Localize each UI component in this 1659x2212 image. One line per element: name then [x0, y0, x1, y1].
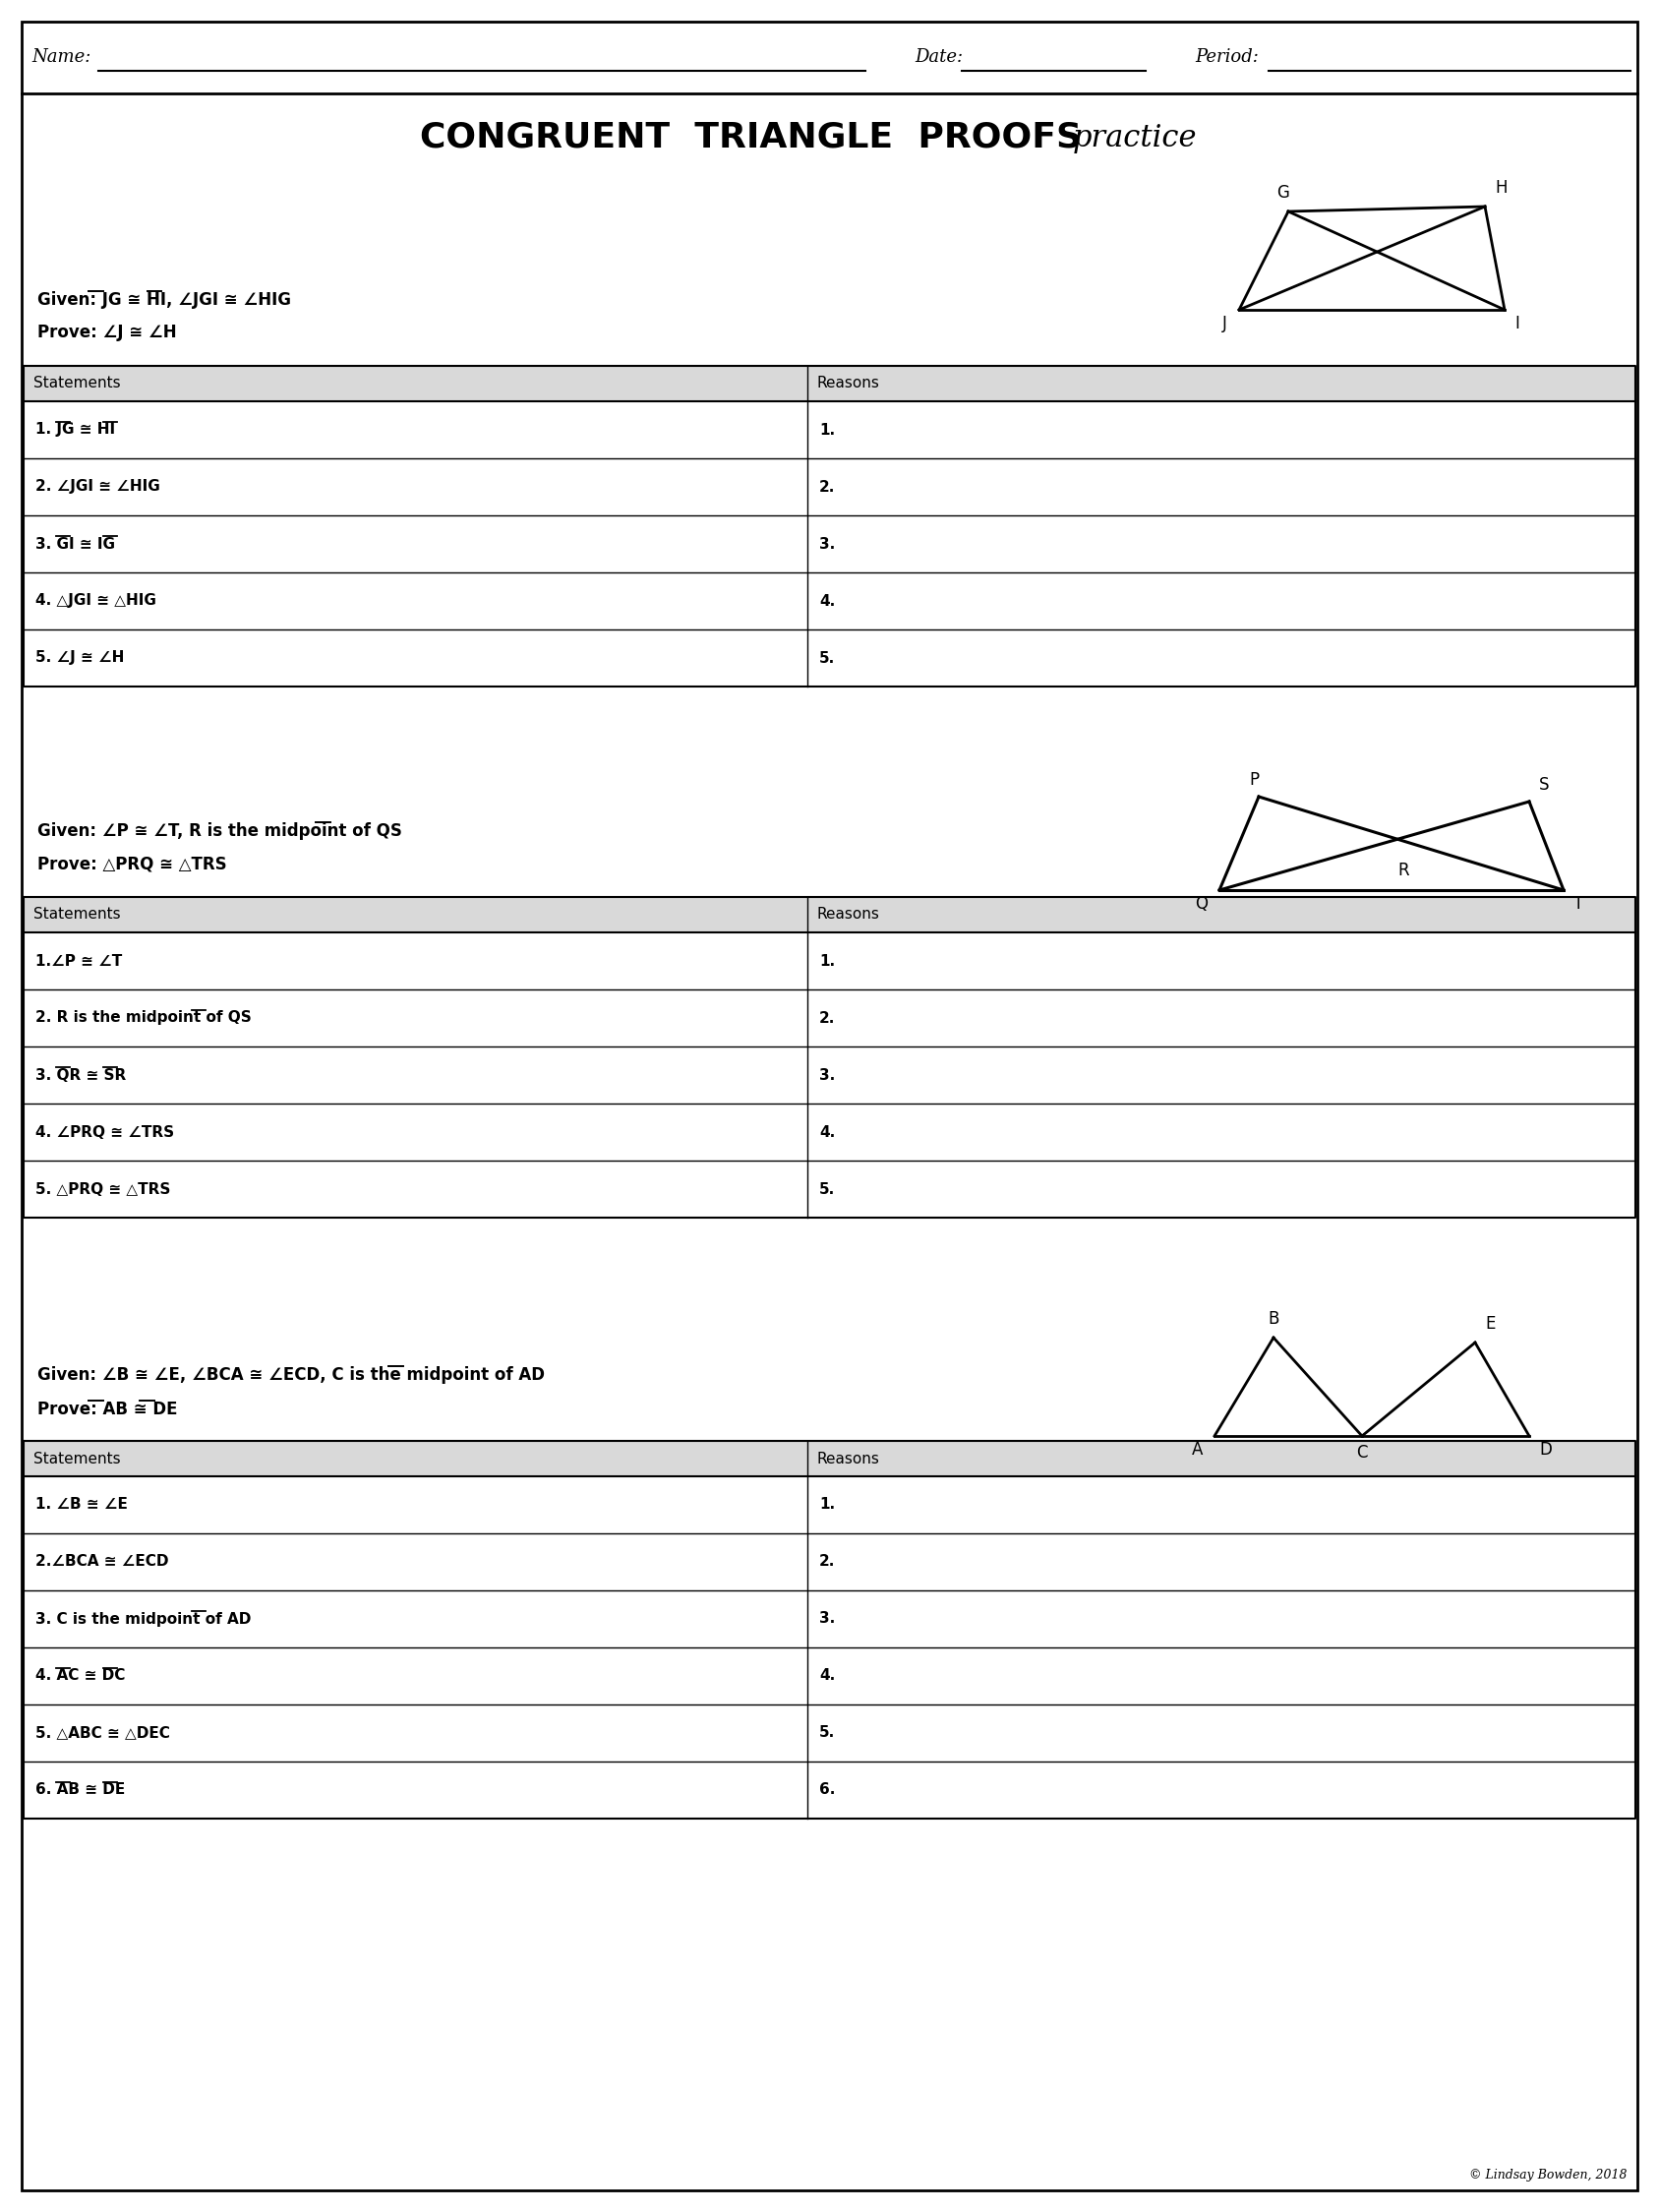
Text: 4.: 4.: [820, 1124, 834, 1139]
Text: 5.: 5.: [820, 1181, 834, 1197]
Text: 2. ∠JGI ≅ ∠HIG: 2. ∠JGI ≅ ∠HIG: [35, 480, 159, 493]
Text: B: B: [1267, 1310, 1279, 1327]
Text: Prove: AB ≅ DE: Prove: AB ≅ DE: [38, 1400, 178, 1418]
Text: 6.: 6.: [820, 1783, 834, 1798]
Text: 6. AB ≅ DE: 6. AB ≅ DE: [35, 1783, 124, 1798]
Text: 3. QR ≅ SR: 3. QR ≅ SR: [35, 1068, 126, 1082]
Text: practice: practice: [1072, 122, 1196, 153]
Text: Reasons: Reasons: [818, 1451, 879, 1467]
Text: P: P: [1249, 772, 1259, 790]
Text: 4.: 4.: [820, 593, 834, 608]
Text: 3. C is the midpoint of AD: 3. C is the midpoint of AD: [35, 1613, 251, 1626]
Text: J: J: [1223, 314, 1228, 332]
Text: 1.: 1.: [820, 422, 834, 438]
Text: Given: JG ≅ HI, ∠JGI ≅ ∠HIG: Given: JG ≅ HI, ∠JGI ≅ ∠HIG: [38, 292, 290, 310]
Bar: [23, 365, 1636, 400]
Text: 5. ∠J ≅ ∠H: 5. ∠J ≅ ∠H: [35, 650, 124, 666]
Text: G: G: [1277, 184, 1289, 201]
Text: T: T: [1573, 896, 1584, 914]
Text: 4. AC ≅ DC: 4. AC ≅ DC: [35, 1668, 126, 1683]
Bar: [23, 898, 1636, 933]
Text: Prove: △PRQ ≅ △TRS: Prove: △PRQ ≅ △TRS: [38, 854, 227, 872]
Text: Given: ∠P ≅ ∠T, R is the midpoint of QS: Given: ∠P ≅ ∠T, R is the midpoint of QS: [38, 823, 401, 841]
Text: Statements: Statements: [33, 907, 121, 922]
Text: Statements: Statements: [33, 376, 121, 392]
Text: I: I: [1515, 314, 1520, 332]
Text: 1.∠P ≅ ∠T: 1.∠P ≅ ∠T: [35, 953, 123, 969]
Text: Q: Q: [1194, 896, 1208, 914]
Text: 3.: 3.: [820, 1613, 834, 1626]
Text: 1. ∠B ≅ ∠E: 1. ∠B ≅ ∠E: [35, 1498, 128, 1513]
Text: 2. R is the midpoint of QS: 2. R is the midpoint of QS: [35, 1011, 252, 1026]
Text: R: R: [1397, 863, 1408, 880]
Text: 3.: 3.: [820, 1068, 834, 1082]
Text: 5.: 5.: [820, 650, 834, 666]
Text: E: E: [1485, 1314, 1495, 1332]
Text: 4. ∠PRQ ≅ ∠TRS: 4. ∠PRQ ≅ ∠TRS: [35, 1124, 174, 1139]
Text: 1.: 1.: [820, 1498, 834, 1513]
Text: Date:: Date:: [914, 49, 962, 66]
Text: Period:: Period:: [1194, 49, 1259, 66]
Text: 1. JG ≅ HI: 1. JG ≅ HI: [35, 422, 114, 438]
Text: 3.: 3.: [820, 538, 834, 551]
Text: D: D: [1540, 1440, 1551, 1458]
Text: 5.: 5.: [820, 1725, 834, 1741]
Text: Prove: ∠J ≅ ∠H: Prove: ∠J ≅ ∠H: [38, 323, 176, 341]
Text: 1.: 1.: [820, 953, 834, 969]
Text: Statements: Statements: [33, 1451, 121, 1467]
Text: A: A: [1191, 1440, 1203, 1458]
Text: 4. △JGI ≅ △HIG: 4. △JGI ≅ △HIG: [35, 593, 156, 608]
Text: © Lindsay Bowden, 2018: © Lindsay Bowden, 2018: [1470, 2170, 1627, 2181]
Text: Name:: Name:: [32, 49, 91, 66]
Text: CONGRUENT  TRIANGLE  PROOFS: CONGRUENT TRIANGLE PROOFS: [420, 122, 1082, 155]
Text: 3. GI ≅ IG: 3. GI ≅ IG: [35, 538, 114, 551]
Text: Reasons: Reasons: [818, 376, 879, 392]
Text: 5. △ABC ≅ △DEC: 5. △ABC ≅ △DEC: [35, 1725, 169, 1741]
Text: 2.: 2.: [820, 1011, 834, 1026]
Text: H: H: [1495, 179, 1506, 197]
Text: 2.: 2.: [820, 1555, 834, 1568]
Text: C: C: [1357, 1444, 1367, 1462]
Bar: [23, 1440, 1636, 1475]
Text: S: S: [1540, 776, 1550, 794]
Text: Given: ∠B ≅ ∠E, ∠BCA ≅ ∠ECD, C is the midpoint of AD: Given: ∠B ≅ ∠E, ∠BCA ≅ ∠ECD, C is the mi…: [38, 1367, 544, 1385]
Text: Reasons: Reasons: [818, 907, 879, 922]
Text: 5. △PRQ ≅ △TRS: 5. △PRQ ≅ △TRS: [35, 1181, 171, 1197]
Text: 2.: 2.: [820, 480, 834, 493]
Text: 2.∠BCA ≅ ∠ECD: 2.∠BCA ≅ ∠ECD: [35, 1555, 169, 1568]
Text: 4.: 4.: [820, 1668, 834, 1683]
